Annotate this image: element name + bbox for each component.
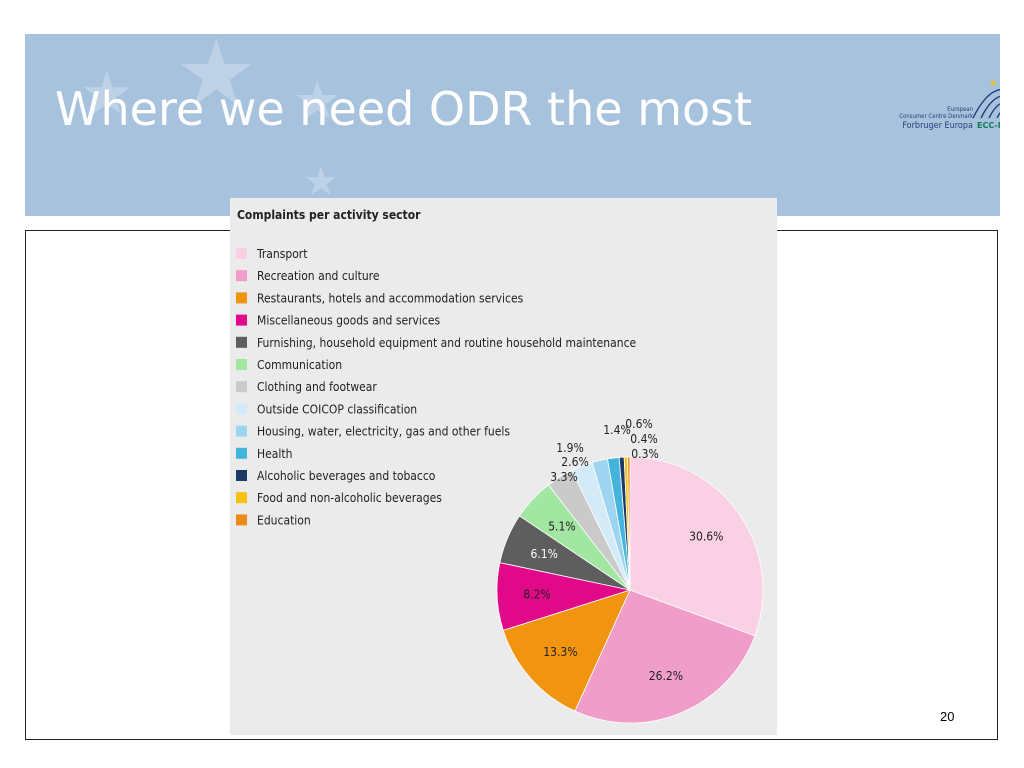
legend-label: Recreation and culture: [257, 269, 380, 283]
chart-legend: Transport Recreation and culture Restauran…: [236, 247, 637, 527]
legend-label: Housing, water, electricity, gas and oth…: [257, 425, 510, 439]
legend-swatch: [236, 314, 247, 326]
legend-item-health: Health: [236, 447, 292, 461]
legend-label: Education: [257, 513, 311, 527]
decorative-star-icon: ★: [80, 59, 134, 129]
legend-label: Alcoholic beverages and tobacco: [257, 469, 436, 483]
data-label-miscellaneous-goods-and-services: 8.2%: [523, 588, 550, 602]
legend-item-housing-water-electricity-gas-and-other-fuels: Housing, water, electricity, gas and oth…: [236, 425, 510, 439]
decorative-star-icon: ★: [293, 69, 342, 132]
data-label-transport: 30.6%: [689, 530, 723, 544]
data-label-education: 0.3%: [631, 447, 658, 461]
legend-label: Restaurants, hotels and accommodation se…: [257, 291, 524, 305]
data-label-clothing-and-footwear: 3.3%: [550, 470, 577, 484]
data-label-recreation-and-culture: 26.2%: [649, 669, 683, 683]
pie-slice-education: [627, 456, 631, 591]
pie-data-labels: 30.6% 26.2% 13.3% 8.2% 6.1% 5.1% 3.3%2.6%1.9% 1…: [523, 417, 723, 683]
svg-text:★: ★: [989, 79, 997, 89]
data-label-outside-coicop-classification: 2.6%: [561, 455, 588, 469]
legend-swatch: [236, 514, 247, 526]
legend-item-communication: Communication: [236, 358, 342, 372]
legend-item-food-and-non-alcoholic-beverages: Food and non-alcoholic beverages: [236, 491, 442, 505]
page-number: 20: [940, 709, 955, 724]
slide-title: Where we need ODR the most: [55, 82, 753, 136]
data-label-food-and-non-alcoholic-beverages: 0.4%: [630, 432, 657, 446]
logo-line-forbruger: Forbruger Europa: [902, 121, 973, 131]
legend-label: Furnishing, household equipment and rout…: [257, 336, 637, 350]
title-banner: ★ ★ ★ ★ Where we need ODR the most ★ ★ ★…: [25, 34, 1000, 216]
legend-item-transport: Transport: [236, 247, 307, 261]
data-label-furnishing-household-equipment-and-routine-household-maintenance: 6.1%: [530, 547, 557, 561]
legend-item-outside-coicop-classification: Outside COICOP classification: [236, 402, 417, 416]
legend-swatch: [236, 359, 247, 370]
legend-item-furnishing-household-equipment-and-routine-household-maintenance: Furnishing, household equipment and rout…: [236, 336, 637, 350]
pie-slice-transport: [629, 456, 764, 637]
data-label-alcoholic-beverages-and-tobacco: 0.6%: [625, 417, 652, 431]
pie-chart-panel: Complaints per activity sector Transport…: [230, 198, 777, 735]
legend-label: Communication: [257, 358, 342, 372]
legend-swatch: [236, 336, 247, 348]
legend-item-restaurants-hotels-and-accommodation-services: Restaurants, hotels and accommodation se…: [236, 291, 524, 305]
legend-swatch: [236, 425, 247, 437]
ecc-logo: ★ ★ ★ European Consumer Centre Denmark F…: [885, 74, 1000, 144]
logo-brand: ECC-Net: [977, 121, 1000, 130]
legend-swatch: [236, 403, 247, 415]
pie-slices: [496, 456, 764, 724]
legend-item-education: Education: [236, 513, 311, 527]
data-label-communication: 5.1%: [548, 520, 575, 534]
pie-slice-recreation-and-culture: [574, 589, 756, 724]
ecc-net-logo-icon: ★ ★ ★: [972, 75, 1000, 119]
chart-title: Complaints per activity sector: [237, 208, 421, 222]
data-label-housing-water-electricity-gas-and-other-fuels: 1.9%: [556, 441, 583, 455]
decorative-star-icon: ★: [303, 159, 339, 205]
legend-swatch: [236, 447, 247, 459]
legend-swatch: [236, 470, 247, 481]
legend-label: Food and non-alcoholic beverages: [257, 491, 442, 505]
decorative-star-icon: ★: [175, 34, 258, 127]
legend-label: Health: [257, 447, 292, 461]
legend-item-recreation-and-culture: Recreation and culture: [236, 269, 380, 283]
logo-line-european: European: [947, 106, 973, 113]
logo-line-centre: Consumer Centre Denmark: [899, 113, 973, 120]
data-label-restaurants-hotels-and-accommodation-services: 13.3%: [543, 645, 577, 659]
svg-text:★: ★: [998, 75, 1000, 85]
data-label-health: 1.4%: [603, 423, 630, 437]
pie-chart: Complaints per activity sector Transport…: [236, 208, 764, 724]
legend-label: Miscellaneous goods and services: [257, 314, 441, 328]
legend-swatch: [236, 292, 247, 304]
legend-item-alcoholic-beverages-and-tobacco: Alcoholic beverages and tobacco: [236, 469, 436, 483]
legend-swatch: [236, 381, 247, 393]
legend-item-clothing-and-footwear: Clothing and footwear: [236, 380, 377, 394]
legend-swatch: [236, 270, 247, 282]
legend-label: Transport: [256, 247, 307, 261]
legend-label: Clothing and footwear: [257, 380, 377, 394]
legend-item-miscellaneous-goods-and-services: Miscellaneous goods and services: [236, 314, 441, 328]
legend-swatch: [236, 492, 247, 504]
legend-swatch: [236, 248, 247, 259]
legend-label: Outside COICOP classification: [257, 402, 417, 416]
